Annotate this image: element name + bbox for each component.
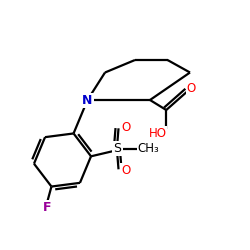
Text: O: O <box>121 120 130 134</box>
Text: O: O <box>186 82 196 95</box>
Text: F: F <box>43 200 51 213</box>
Text: CH₃: CH₃ <box>138 142 160 155</box>
Text: O: O <box>121 164 130 177</box>
Text: N: N <box>82 94 93 106</box>
Text: HO: HO <box>148 127 166 140</box>
Text: S: S <box>113 142 121 155</box>
